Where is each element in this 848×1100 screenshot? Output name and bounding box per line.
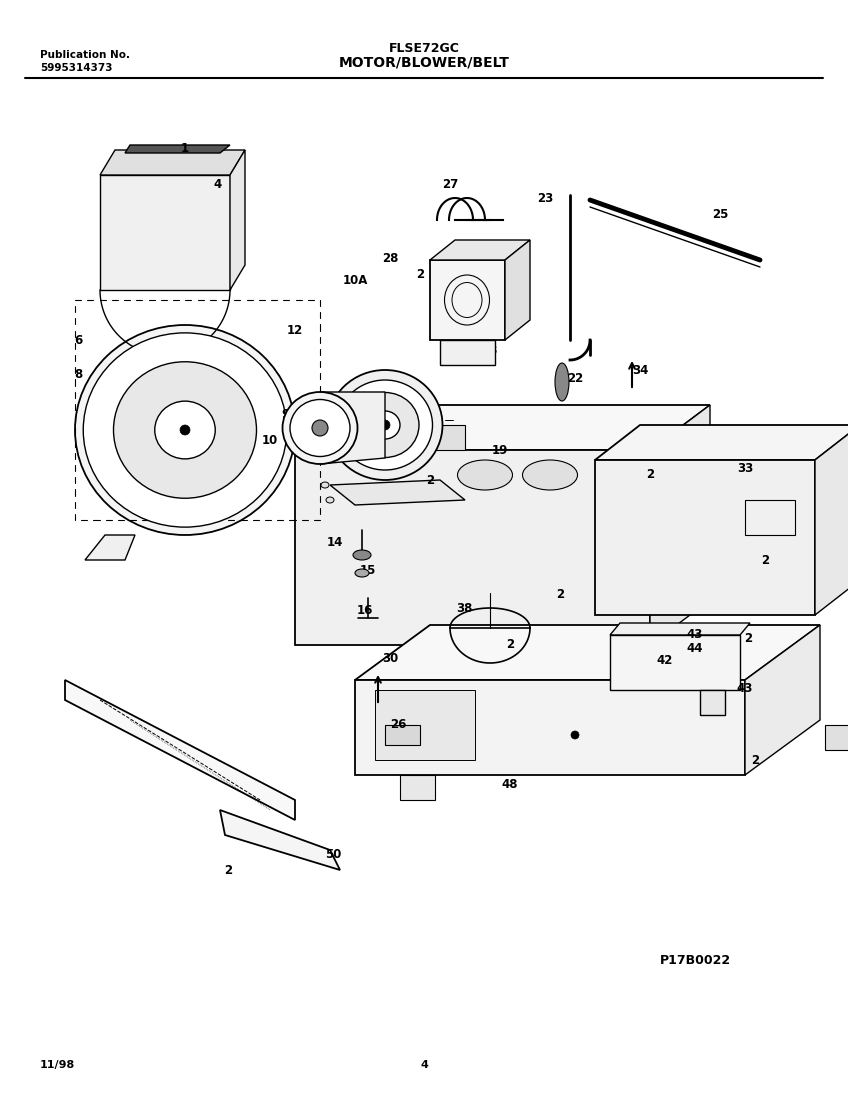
Text: 2: 2 — [506, 638, 514, 651]
Text: 19: 19 — [492, 443, 508, 456]
Text: 5995314373: 5995314373 — [40, 63, 113, 73]
Polygon shape — [355, 625, 820, 680]
Ellipse shape — [555, 363, 569, 402]
Text: FLSE72GC: FLSE72GC — [388, 42, 460, 55]
Ellipse shape — [338, 379, 432, 470]
Polygon shape — [595, 425, 848, 460]
Text: 43: 43 — [687, 628, 703, 641]
Text: P17B0022: P17B0022 — [660, 954, 731, 967]
Text: 38: 38 — [456, 602, 472, 615]
Polygon shape — [825, 725, 848, 750]
Text: 2: 2 — [224, 864, 232, 877]
Text: 22: 22 — [566, 372, 583, 385]
Text: 25: 25 — [711, 209, 728, 221]
Text: 27: 27 — [442, 178, 458, 191]
Ellipse shape — [522, 460, 577, 490]
Polygon shape — [355, 425, 465, 450]
Ellipse shape — [321, 482, 329, 488]
Text: 12: 12 — [287, 323, 303, 337]
Text: 2: 2 — [556, 588, 564, 602]
Ellipse shape — [355, 569, 369, 578]
Text: 10: 10 — [262, 433, 278, 447]
Polygon shape — [85, 535, 135, 560]
Text: 2: 2 — [416, 268, 424, 282]
Text: 2: 2 — [391, 408, 399, 421]
Polygon shape — [100, 175, 230, 290]
Ellipse shape — [154, 402, 215, 459]
Ellipse shape — [351, 393, 419, 458]
Text: 34: 34 — [632, 363, 648, 376]
Polygon shape — [610, 635, 740, 690]
Polygon shape — [430, 260, 505, 340]
Text: 14: 14 — [326, 537, 343, 550]
Text: 1: 1 — [181, 142, 189, 154]
Polygon shape — [440, 340, 495, 365]
Circle shape — [380, 420, 390, 430]
Polygon shape — [375, 690, 475, 760]
Circle shape — [312, 420, 328, 436]
Text: 6: 6 — [74, 333, 82, 346]
Text: Publication No.: Publication No. — [40, 50, 130, 60]
Polygon shape — [295, 405, 710, 450]
Text: 28: 28 — [382, 252, 399, 264]
Ellipse shape — [370, 411, 400, 439]
Text: 2: 2 — [751, 754, 759, 767]
Text: 50: 50 — [325, 848, 341, 861]
Circle shape — [180, 425, 190, 435]
Text: 30: 30 — [382, 651, 398, 664]
Text: MOTOR/BLOWER/BELT: MOTOR/BLOWER/BELT — [338, 55, 510, 69]
Ellipse shape — [282, 392, 358, 464]
Text: 44: 44 — [687, 641, 703, 654]
Text: 33: 33 — [737, 462, 753, 474]
Polygon shape — [125, 145, 230, 153]
Polygon shape — [230, 150, 245, 290]
Ellipse shape — [290, 399, 350, 456]
Text: 4: 4 — [420, 1060, 428, 1070]
Text: 2: 2 — [744, 631, 752, 645]
Polygon shape — [400, 776, 435, 800]
Ellipse shape — [327, 370, 443, 480]
Ellipse shape — [83, 333, 287, 527]
Ellipse shape — [458, 460, 512, 490]
Text: 26: 26 — [390, 718, 406, 732]
Text: 10A: 10A — [343, 274, 368, 286]
Ellipse shape — [353, 550, 371, 560]
Polygon shape — [385, 725, 420, 745]
Text: 42: 42 — [657, 653, 673, 667]
Polygon shape — [100, 150, 245, 175]
Text: 4: 4 — [214, 178, 222, 191]
Text: 2: 2 — [426, 473, 434, 486]
Polygon shape — [650, 405, 710, 645]
Text: 43: 43 — [737, 682, 753, 694]
Text: 18: 18 — [482, 343, 498, 356]
Polygon shape — [320, 392, 385, 464]
Ellipse shape — [355, 448, 405, 473]
Text: 15: 15 — [360, 563, 377, 576]
Text: 23: 23 — [537, 191, 553, 205]
Text: 16: 16 — [357, 604, 373, 616]
Text: 9: 9 — [281, 408, 289, 421]
Ellipse shape — [326, 497, 334, 503]
Polygon shape — [815, 425, 848, 615]
Polygon shape — [700, 690, 725, 715]
Ellipse shape — [75, 324, 295, 535]
Text: 11/98: 11/98 — [40, 1060, 75, 1070]
Polygon shape — [595, 460, 815, 615]
Ellipse shape — [114, 362, 256, 498]
Polygon shape — [505, 240, 530, 340]
Text: 8: 8 — [74, 368, 82, 382]
Polygon shape — [295, 450, 650, 645]
Circle shape — [571, 732, 579, 739]
Polygon shape — [430, 240, 530, 260]
Polygon shape — [745, 625, 820, 776]
Polygon shape — [610, 623, 750, 635]
Polygon shape — [220, 810, 340, 870]
Polygon shape — [330, 480, 465, 505]
Text: 2: 2 — [761, 553, 769, 566]
Polygon shape — [355, 680, 745, 775]
Polygon shape — [65, 680, 295, 820]
Text: 2: 2 — [646, 469, 654, 482]
Text: 48: 48 — [502, 779, 518, 792]
